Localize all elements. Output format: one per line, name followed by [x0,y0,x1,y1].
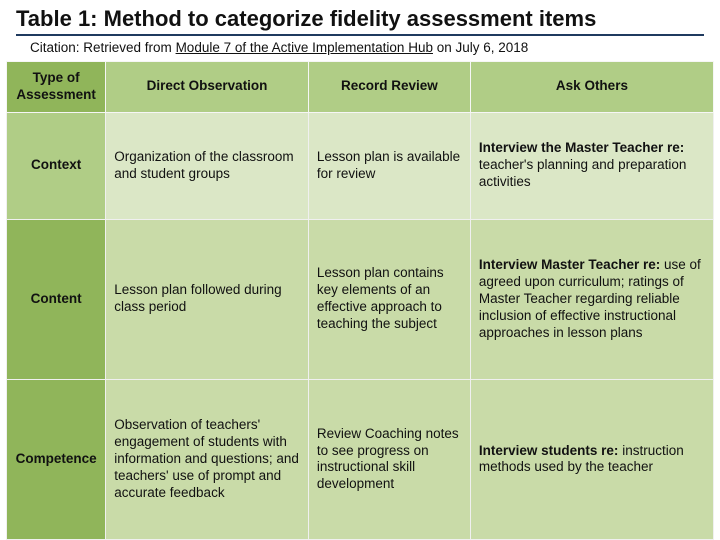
row-label: Competence [7,379,106,539]
table-cell: Organization of the classroom and studen… [106,112,309,219]
table-body: ContextOrganization of the classroom and… [7,112,714,539]
cell-text: Lesson plan is available for review [317,149,460,181]
page: Table 1: Method to categorize fidelity a… [0,0,720,540]
col-header-2: Ask Others [470,62,713,113]
citation-prefix: Citation: Retrieved from [30,40,176,55]
table-cell: Interview students re: instruction metho… [470,379,713,539]
cell-text: Lesson plan followed during class period [114,282,281,314]
citation: Citation: Retrieved from Module 7 of the… [16,40,704,59]
table-row: CompetenceObservation of teachers' engag… [7,379,714,539]
cell-bold: Interview Master Teacher re: [479,257,660,272]
table-cell: Lesson plan is available for review [308,112,470,219]
cell-text: Lesson plan contains key elements of an … [317,265,444,331]
cell-bold: Interview the Master Teacher re: [479,140,684,155]
row-label: Content [7,219,106,379]
table-cell: Observation of teachers' engagement of s… [106,379,309,539]
citation-link[interactable]: Module 7 of the Active Implementation Hu… [176,40,433,55]
table-cell: Review Coaching notes to see progress on… [308,379,470,539]
row-label: Context [7,112,106,219]
citation-suffix: on July 6, 2018 [433,40,528,55]
table-cell: Interview Master Teacher re: use of agre… [470,219,713,379]
table-header-row: Type of Assessment Direct Observation Re… [7,62,714,113]
table-cell: Lesson plan contains key elements of an … [308,219,470,379]
cell-text: Organization of the classroom and studen… [114,149,293,181]
title-divider [16,34,704,36]
col-header-0: Direct Observation [106,62,309,113]
table-cell: Interview the Master Teacher re: teacher… [470,112,713,219]
table-row: ContextOrganization of the classroom and… [7,112,714,219]
fidelity-table: Type of Assessment Direct Observation Re… [6,61,714,540]
page-title: Table 1: Method to categorize fidelity a… [16,6,704,32]
cell-text: Review Coaching notes to see progress on… [317,426,459,492]
table-cell: Lesson plan followed during class period [106,219,309,379]
table-row: ContentLesson plan followed during class… [7,219,714,379]
title-block: Table 1: Method to categorize fidelity a… [6,6,714,61]
cell-bold: Interview students re: [479,443,619,458]
row-header-label: Type of Assessment [7,62,106,113]
cell-text: Observation of teachers' engagement of s… [114,417,299,500]
col-header-1: Record Review [308,62,470,113]
cell-text: teacher's planning and preparation activ… [479,157,686,189]
